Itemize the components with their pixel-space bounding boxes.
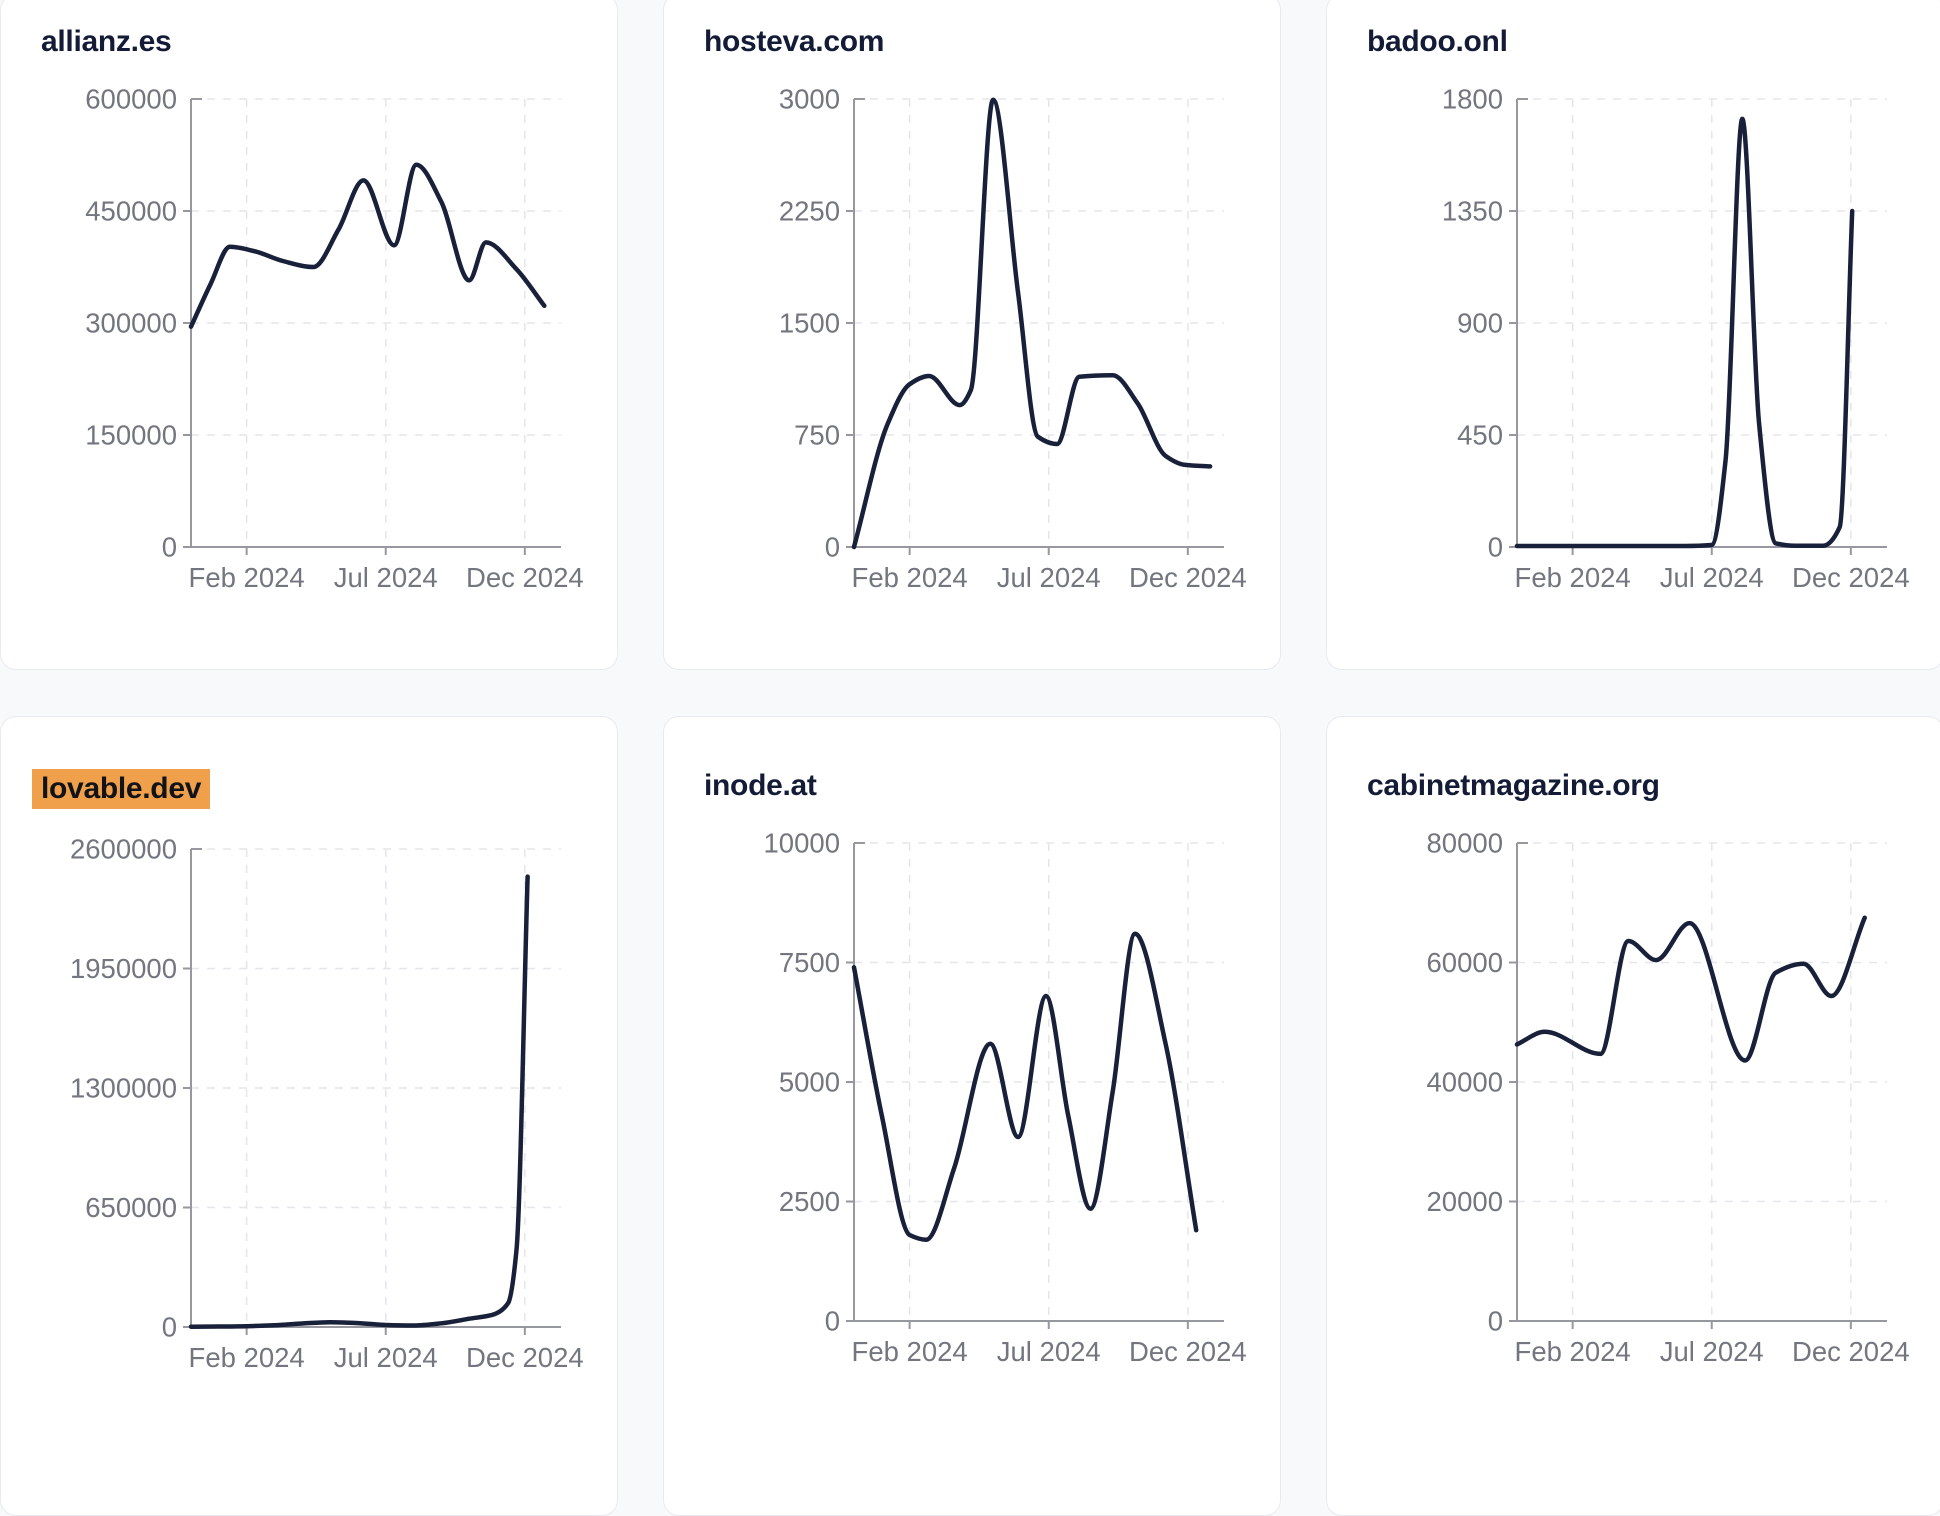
chart-title: hosteva.com — [704, 25, 1280, 59]
chart-title-text: hosteva.com — [704, 25, 885, 58]
chart-title-text: cabinetmagazine.org — [1367, 769, 1660, 802]
svg-text:20000: 20000 — [1427, 1186, 1503, 1217]
svg-text:1800: 1800 — [1442, 85, 1503, 115]
svg-text:Dec 2024: Dec 2024 — [1792, 1336, 1910, 1367]
svg-text:0: 0 — [825, 1306, 840, 1337]
chart-title: badoo.onl — [1367, 25, 1940, 59]
svg-text:750: 750 — [794, 420, 840, 451]
svg-text:3000: 3000 — [779, 85, 840, 115]
svg-text:0: 0 — [1488, 1306, 1503, 1337]
chart-title-text: allianz.es — [41, 25, 172, 58]
svg-text:Jul 2024: Jul 2024 — [997, 562, 1101, 593]
svg-text:Feb 2024: Feb 2024 — [852, 562, 968, 593]
svg-text:Jul 2024: Jul 2024 — [334, 562, 438, 593]
svg-text:450: 450 — [1457, 420, 1503, 451]
svg-text:1950000: 1950000 — [70, 953, 177, 984]
chart-title-text: inode.at — [704, 769, 817, 802]
svg-text:1300000: 1300000 — [70, 1073, 177, 1104]
svg-text:Dec 2024: Dec 2024 — [466, 1342, 584, 1373]
svg-text:900: 900 — [1457, 308, 1503, 339]
svg-text:Dec 2024: Dec 2024 — [466, 562, 584, 593]
chart-card-allianz-es: allianz.es 600000 450000 300000 150000 0 Feb … — [0, 0, 618, 670]
svg-text:450000: 450000 — [85, 196, 177, 227]
chart-title-text: badoo.onl — [1367, 25, 1508, 58]
svg-text:650000: 650000 — [85, 1192, 177, 1223]
svg-text:0: 0 — [162, 1312, 177, 1343]
svg-text:Feb 2024: Feb 2024 — [1515, 1336, 1631, 1367]
svg-text:Feb 2024: Feb 2024 — [1515, 562, 1631, 593]
svg-text:Feb 2024: Feb 2024 — [852, 1336, 968, 1367]
chart-card-cabinetmagazine-org: cabinetmagazine.org 80000 60000 40000 20000… — [1326, 716, 1940, 1516]
svg-text:0: 0 — [1488, 532, 1503, 563]
chart-title: inode.at — [704, 769, 1280, 803]
line-chart-cabinetmagazine-org: 80000 60000 40000 20000 0 Feb 2024 Jul 2024 Dec… — [1427, 829, 1910, 1367]
line-chart-lovable-dev: 2600000 1950000 1300000 650000 0 Feb 2024 Jul … — [70, 835, 584, 1373]
line-chart-inode-at: 10000 7500 5000 2500 0 Feb 2024 Jul 2024 Dec 20… — [764, 829, 1247, 1367]
svg-text:Jul 2024: Jul 2024 — [334, 1342, 438, 1373]
svg-text:2600000: 2600000 — [70, 835, 177, 865]
svg-text:Dec 2024: Dec 2024 — [1792, 562, 1910, 593]
svg-text:Jul 2024: Jul 2024 — [1660, 562, 1764, 593]
line-chart-badoo-onl: 1800 1350 900 450 0 Feb 2024 Jul 2024 Dec 2024 — [1442, 85, 1910, 593]
svg-text:Feb 2024: Feb 2024 — [189, 562, 305, 593]
chart-card-lovable-dev: lovable.dev 2600000 1950000 1300000 650000 0… — [0, 716, 618, 1516]
svg-text:600000: 600000 — [85, 85, 177, 115]
svg-text:5000: 5000 — [779, 1067, 840, 1098]
svg-text:Feb 2024: Feb 2024 — [189, 1342, 305, 1373]
chart-card-hosteva-com: hosteva.com 3000 2250 1500 750 0 Feb 2024 Jul … — [663, 0, 1281, 670]
svg-text:0: 0 — [162, 532, 177, 563]
svg-text:2500: 2500 — [779, 1186, 840, 1217]
svg-text:Dec 2024: Dec 2024 — [1129, 1336, 1247, 1367]
line-chart-hosteva-com: 3000 2250 1500 750 0 Feb 2024 Jul 2024 Dec 2024 — [779, 85, 1247, 593]
svg-text:7500: 7500 — [779, 947, 840, 978]
svg-text:Dec 2024: Dec 2024 — [1129, 562, 1247, 593]
svg-text:0: 0 — [825, 532, 840, 563]
line-chart-allianz-es: 600000 450000 300000 150000 0 Feb 2024 Jul 202… — [85, 85, 584, 593]
chart-title-highlighted: lovable.dev — [32, 769, 211, 809]
svg-text:60000: 60000 — [1427, 947, 1503, 978]
svg-text:40000: 40000 — [1427, 1067, 1503, 1098]
chart-title: lovable.dev — [32, 769, 617, 809]
chart-title: allianz.es — [41, 25, 617, 59]
svg-text:2250: 2250 — [779, 196, 840, 227]
svg-text:150000: 150000 — [85, 420, 177, 451]
chart-card-inode-at: inode.at 10000 7500 5000 2500 0 Feb 2024 Jul 2… — [663, 716, 1281, 1516]
svg-text:1500: 1500 — [779, 308, 840, 339]
svg-text:10000: 10000 — [764, 829, 840, 859]
svg-text:Jul 2024: Jul 2024 — [997, 1336, 1101, 1367]
svg-text:Jul 2024: Jul 2024 — [1660, 1336, 1764, 1367]
svg-text:1350: 1350 — [1442, 196, 1503, 227]
chart-card-badoo-onl: badoo.onl 1800 1350 900 450 0 Feb 2024 Jul 202… — [1326, 0, 1940, 670]
svg-text:300000: 300000 — [85, 308, 177, 339]
svg-text:80000: 80000 — [1427, 829, 1503, 859]
chart-title: cabinetmagazine.org — [1367, 769, 1940, 803]
